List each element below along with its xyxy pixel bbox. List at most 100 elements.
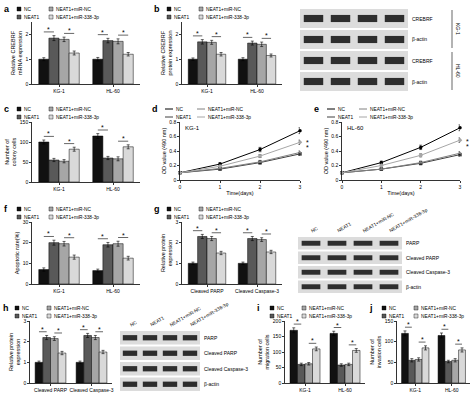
svg-text:0: 0 [173, 177, 176, 183]
svg-text:HL-60: HL-60 [106, 88, 120, 94]
svg-text:Relative proteinexpression: Relative proteinexpression [160, 234, 173, 272]
svg-text:h: h [3, 303, 9, 313]
svg-text:Cleaved Caspase-3: Cleaved Caspase-3 [204, 366, 248, 372]
svg-text:NEAT1+miR-NC: NEAT1+miR-NC [206, 7, 241, 12]
svg-text:KG-1: KG-1 [185, 125, 200, 131]
svg-text:*: * [101, 233, 104, 240]
svg-text:NEAT1+miR-NC: NEAT1+miR-NC [421, 306, 456, 311]
svg-text:j: j [369, 303, 373, 313]
svg-text:*: * [457, 338, 460, 345]
svg-text:HL-60: HL-60 [250, 88, 264, 94]
svg-text:NEAT1+miR-NC: NEAT1+miR-NC [206, 207, 241, 212]
svg-text:Time(days): Time(days) [387, 190, 414, 196]
svg-text:KG-1: KG-1 [455, 23, 461, 35]
svg-text:NC: NC [24, 7, 31, 12]
svg-text:0.4: 0.4 [331, 148, 338, 154]
svg-text:*: * [196, 225, 199, 232]
svg-text:1: 1 [380, 184, 383, 190]
svg-text:*: * [306, 144, 309, 151]
svg-text:NC: NC [129, 319, 138, 327]
svg-text:NEAT1+miR-338-3p: NEAT1+miR-338-3p [56, 215, 99, 220]
svg-text:NEAT1: NEAT1 [174, 15, 189, 20]
svg-text:*: * [466, 143, 469, 150]
svg-text:HL-60: HL-60 [445, 387, 459, 393]
svg-text:OD value (490 nm): OD value (490 nm) [323, 128, 329, 175]
svg-text:NC: NC [277, 306, 284, 311]
svg-text:0: 0 [25, 179, 28, 185]
svg-text:NEAT1+miR-NC: NEAT1+miR-NC [362, 212, 395, 234]
svg-text:Time(days): Time(days) [226, 190, 253, 196]
svg-text:NEAT1+miR-338-3p: NEAT1+miR-338-3p [208, 115, 251, 120]
svg-text:2: 2 [175, 239, 178, 245]
svg-text:d: d [152, 104, 158, 114]
svg-text:*: * [246, 227, 249, 234]
svg-text:Cleaved Caspase-3: Cleaved Caspase-3 [235, 288, 279, 294]
svg-text:NEAT1+miR-338-3p: NEAT1+miR-338-3p [189, 301, 229, 327]
svg-text:0: 0 [179, 184, 182, 190]
svg-text:NC: NC [22, 306, 29, 311]
svg-text:*: * [57, 327, 60, 334]
svg-text:*: * [351, 339, 354, 346]
svg-text:50: 50 [388, 359, 394, 365]
svg-text:*: * [47, 26, 50, 33]
svg-text:*: * [265, 32, 268, 39]
svg-text:NEAT1+miR-NC: NEAT1+miR-NC [370, 107, 405, 112]
svg-text:KG-1: KG-1 [53, 88, 65, 94]
svg-text:KG-1: KG-1 [299, 387, 311, 393]
svg-text:*: * [68, 27, 71, 34]
svg-text:*: * [122, 232, 125, 239]
svg-text:*: * [215, 227, 218, 234]
svg-text:OD value (490 nm): OD value (490 nm) [161, 128, 167, 175]
svg-text:10: 10 [23, 260, 29, 266]
svg-text:*: * [215, 31, 218, 38]
svg-text:β-actin: β-actin [204, 381, 219, 387]
svg-text:100: 100 [273, 349, 282, 355]
svg-text:0: 0 [335, 177, 338, 183]
svg-text:HL-60: HL-60 [106, 186, 120, 192]
svg-text:0: 0 [23, 380, 26, 386]
svg-text:f: f [4, 204, 8, 214]
svg-text:NEAT1+miR-NC: NEAT1+miR-NC [309, 306, 344, 311]
svg-text:*: * [311, 337, 314, 344]
svg-text:NC: NC [24, 107, 31, 112]
svg-text:NEAT1+miR-338-3p: NEAT1+miR-338-3p [56, 15, 99, 20]
svg-text:Number ofinvasion cells: Number ofinvasion cells [369, 335, 382, 368]
svg-text:a: a [4, 4, 10, 14]
svg-text:NEAT1: NEAT1 [24, 15, 39, 20]
svg-text:c: c [4, 104, 9, 114]
svg-text:NEAT1+miR-338-3p: NEAT1+miR-338-3p [309, 314, 352, 319]
svg-text:HL-60: HL-60 [347, 125, 364, 131]
svg-text:g: g [154, 204, 160, 214]
svg-text:3: 3 [23, 318, 26, 324]
svg-text:0: 0 [25, 81, 28, 87]
svg-text:NEAT1+miR-338-3p: NEAT1+miR-338-3p [421, 314, 464, 319]
svg-text:NC: NC [310, 225, 319, 233]
svg-text:Apoptotic rate(%): Apoptotic rate(%) [14, 232, 20, 275]
svg-text:*: * [265, 228, 268, 235]
svg-text:1: 1 [25, 56, 28, 62]
svg-text:*: * [196, 30, 199, 37]
svg-text:0.6: 0.6 [169, 133, 176, 139]
svg-text:100: 100 [385, 338, 394, 344]
svg-text:*: * [122, 135, 125, 142]
svg-text:*: * [47, 230, 50, 237]
svg-text:β-actin: β-actin [412, 79, 427, 85]
svg-text:0: 0 [175, 81, 178, 87]
svg-text:20: 20 [23, 239, 29, 245]
svg-text:β-actin: β-actin [412, 36, 427, 42]
svg-text:HL-60: HL-60 [338, 387, 352, 393]
svg-text:NC: NC [389, 306, 396, 311]
svg-text:1: 1 [175, 260, 178, 266]
svg-text:100: 100 [20, 139, 29, 145]
svg-text:NEAT1+miR-NC: NEAT1+miR-NC [54, 306, 89, 311]
svg-text:NEAT1+miR-338-3p: NEAT1+miR-338-3p [206, 15, 249, 20]
svg-text:0.8: 0.8 [169, 119, 176, 125]
svg-text:3: 3 [175, 219, 178, 225]
svg-text:Cleaved PARP: Cleaved PARP [406, 255, 440, 261]
svg-text:0.2: 0.2 [169, 162, 176, 168]
svg-text:*: * [98, 326, 101, 333]
svg-text:HL-60: HL-60 [455, 64, 461, 78]
svg-text:NEAT1: NEAT1 [174, 215, 189, 220]
svg-text:Cleaved PARP: Cleaved PARP [204, 350, 238, 356]
svg-text:NEAT1+miR-NC: NEAT1+miR-NC [56, 207, 91, 212]
